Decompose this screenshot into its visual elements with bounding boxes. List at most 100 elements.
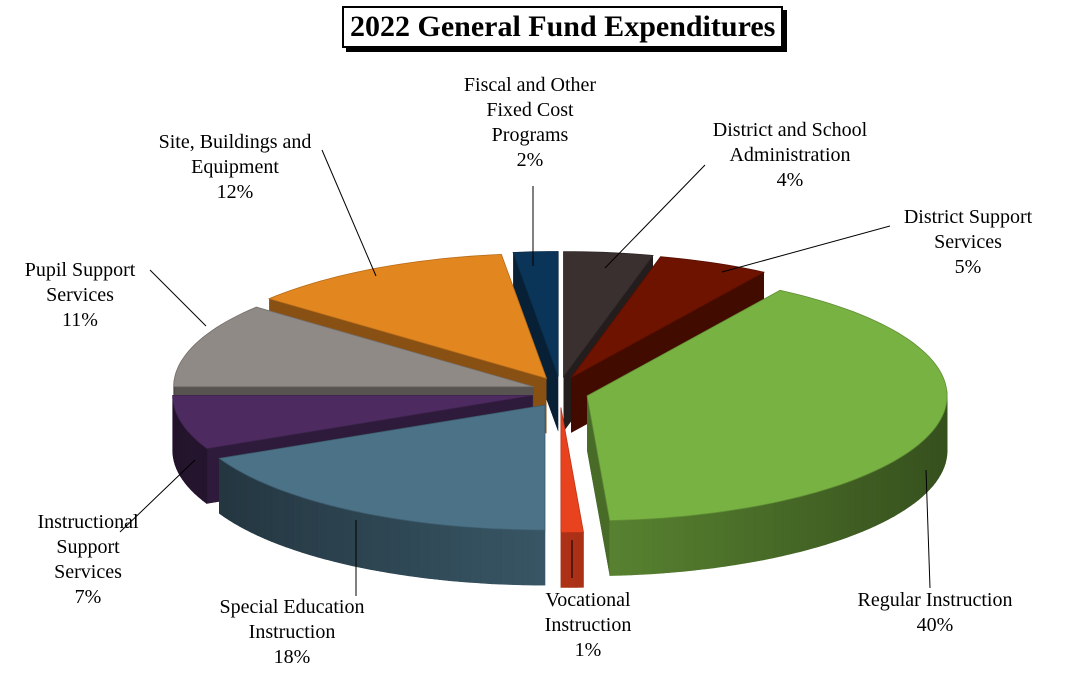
- slice-side: [228, 464, 235, 524]
- slice: [570, 256, 766, 379]
- slice-side: [904, 450, 910, 511]
- slice-side: [187, 430, 192, 491]
- slice-side: [887, 460, 895, 520]
- category-label: Special Education Instruction: [219, 596, 365, 643]
- slice-side: [513, 252, 559, 432]
- slice-side: [501, 528, 514, 585]
- value-label: 40%: [916, 614, 954, 636]
- value-label: 7%: [74, 586, 102, 608]
- slice-side: [840, 481, 849, 541]
- slice-label: Regular Instruction 40%: [805, 588, 1065, 638]
- slice-side: [587, 395, 610, 576]
- slice-side: [480, 527, 492, 585]
- slice-side: [360, 512, 371, 570]
- value-label: 18%: [273, 646, 311, 668]
- leader-line: [119, 459, 196, 533]
- slice-label: District Support Services 5%: [886, 205, 1051, 280]
- slice-side: [408, 520, 420, 578]
- slice-side: [470, 527, 482, 584]
- slice-side: [194, 437, 199, 498]
- slice-side: [824, 486, 834, 546]
- slice-side: [257, 480, 265, 539]
- slice-side: [683, 514, 695, 572]
- slice-side: [179, 419, 183, 481]
- slice-side: [753, 504, 764, 562]
- slice-side: [398, 519, 410, 577]
- slice-side: [428, 523, 440, 580]
- slice: [560, 407, 584, 533]
- slice-label: Pupil Support Services 11%: [5, 258, 155, 333]
- slice-side: [418, 521, 430, 579]
- slice-side: [743, 506, 755, 564]
- slice: [512, 251, 559, 377]
- slice-side: [439, 524, 451, 582]
- slice-side: [868, 470, 877, 529]
- slice-side: [937, 418, 941, 480]
- slice-side: [334, 506, 344, 564]
- slice-side: [899, 454, 905, 514]
- slice: [173, 306, 534, 388]
- leader-line: [925, 469, 931, 589]
- leader-line: [604, 164, 706, 269]
- category-label: Regular Instruction: [857, 589, 1013, 611]
- value-label: 5%: [954, 256, 982, 278]
- slice-side: [182, 423, 186, 484]
- slice-side: [620, 519, 632, 576]
- slice-side: [609, 519, 621, 576]
- slice-side: [816, 489, 826, 548]
- slice-side: [449, 525, 461, 582]
- value-label: 12%: [216, 181, 254, 203]
- slice-side: [909, 447, 915, 507]
- slice-side: [278, 488, 287, 548]
- slice-side: [799, 494, 809, 553]
- slice-side: [264, 483, 272, 542]
- slice-label: Fiscal and Other Fixed Cost Programs 2%: [450, 73, 610, 173]
- slice-side: [342, 508, 353, 567]
- slice-side: [763, 502, 774, 561]
- value-label: 1%: [574, 639, 602, 661]
- slice: [172, 394, 533, 450]
- slice-side: [317, 501, 327, 560]
- slice-side: [734, 507, 745, 566]
- slice-side: [862, 473, 870, 532]
- slice-label: Vocational Instruction 1%: [518, 588, 658, 663]
- slice-side: [198, 441, 203, 501]
- category-label: Pupil Support Services: [24, 259, 136, 306]
- slice-side: [271, 485, 279, 545]
- slice-side: [379, 515, 390, 574]
- slice-side: [533, 529, 546, 586]
- slice-side: [807, 491, 817, 550]
- slice-side: [523, 529, 535, 586]
- slice-label: District and School Administration 4%: [680, 118, 900, 193]
- slice-side: [932, 426, 937, 487]
- slice-side: [560, 532, 569, 588]
- slice-side: [630, 519, 643, 576]
- slice-side: [832, 484, 841, 543]
- slice-side: [190, 434, 195, 495]
- slice-side: [929, 429, 934, 490]
- slice-side: [693, 513, 705, 571]
- slice-side: [389, 517, 400, 575]
- slice-label: Special Education Instruction 18%: [190, 595, 395, 670]
- slice-side: [847, 478, 856, 538]
- chart-title: 2022 General Fund Expenditures: [342, 6, 784, 48]
- slice-side: [913, 444, 919, 504]
- category-label: District and School Administration: [712, 119, 868, 166]
- slice-side: [652, 517, 664, 575]
- leader-line: [149, 269, 207, 327]
- category-label: District Support Services: [903, 206, 1033, 253]
- slice-side: [714, 511, 725, 569]
- slice: [563, 251, 654, 378]
- slice-side: [875, 467, 883, 526]
- slice-side: [641, 518, 653, 575]
- slice-side: [922, 437, 927, 497]
- value-label: 4%: [776, 169, 804, 191]
- slice-side: [219, 457, 225, 518]
- slice-side: [459, 526, 471, 583]
- slice-label: Site, Buildings and Equipment 12%: [130, 130, 340, 205]
- slice-side: [351, 510, 362, 568]
- slice-side: [935, 422, 939, 483]
- slice-side: [781, 498, 792, 557]
